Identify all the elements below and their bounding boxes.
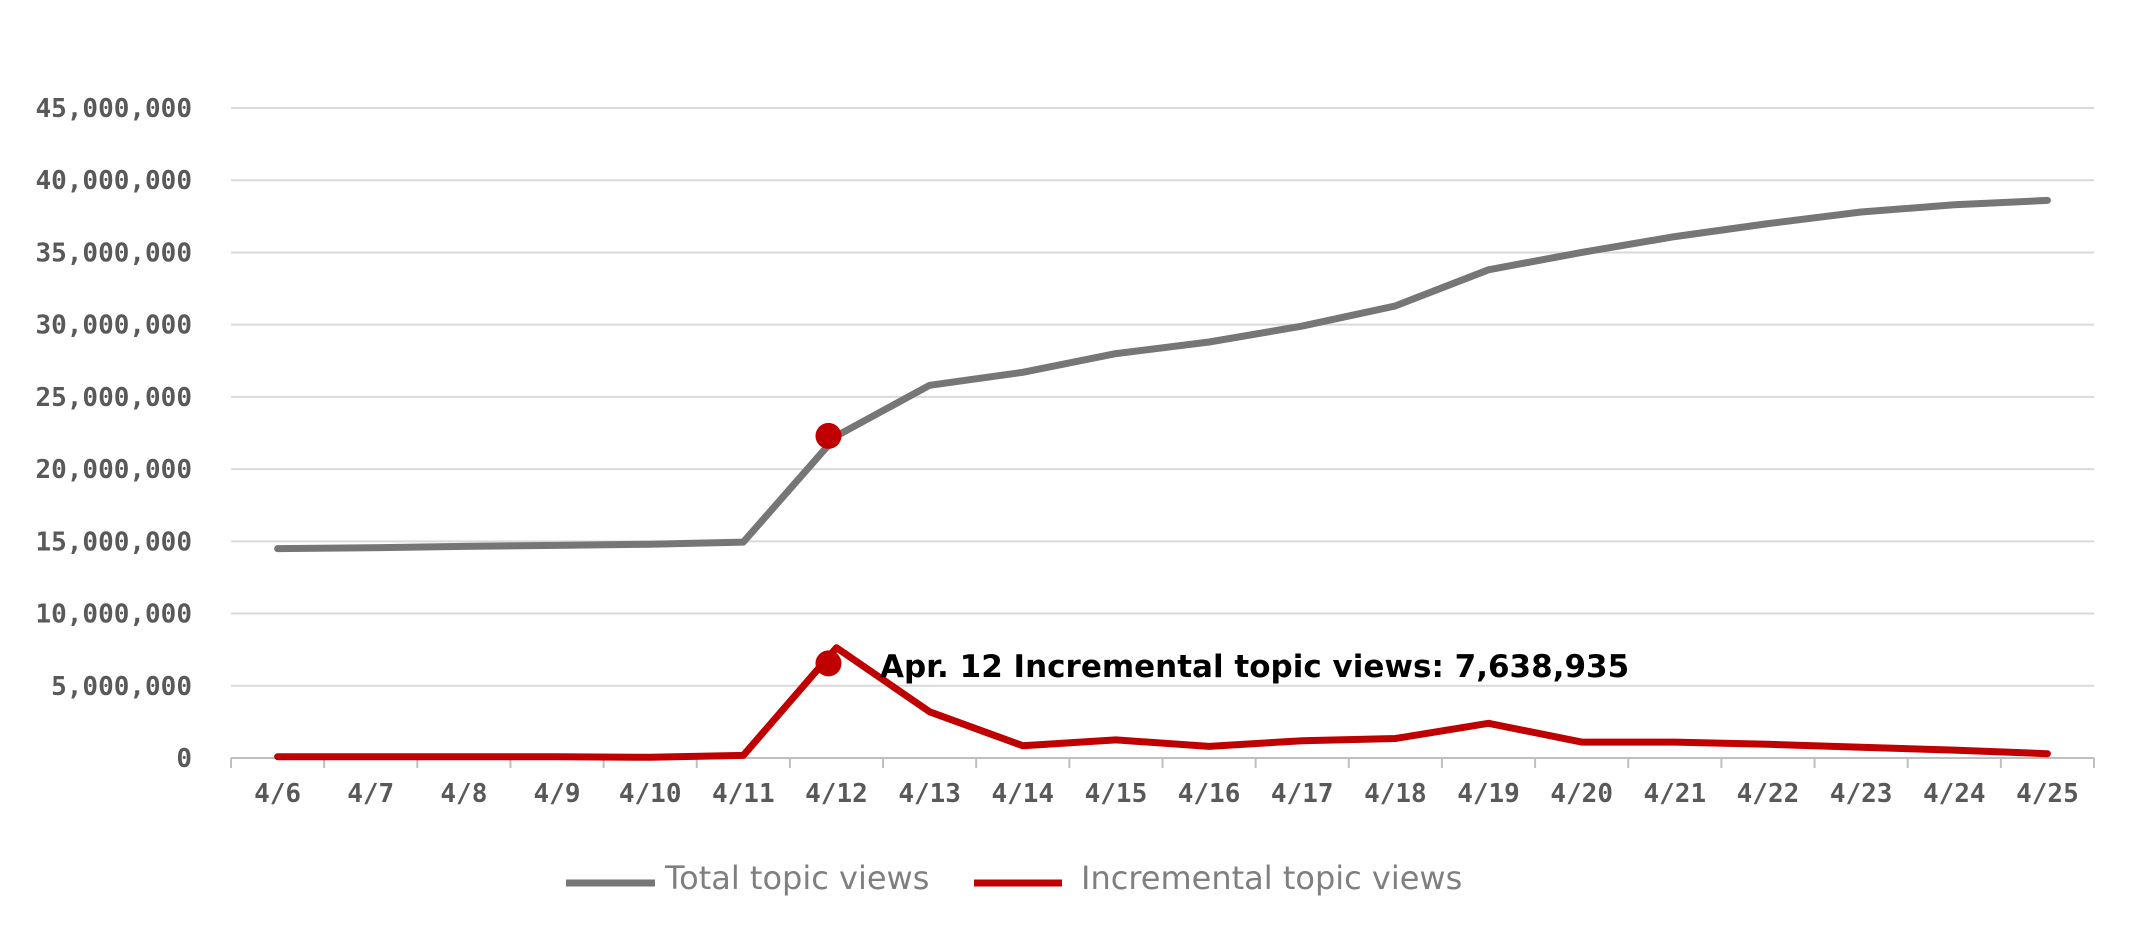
series-line-total xyxy=(274,196,2051,553)
x-tick-label: 4/17 xyxy=(1271,779,1334,809)
x-tick-label: 4/6 xyxy=(254,779,301,809)
y-tick-label: 15,000,000 xyxy=(35,527,192,557)
y-tick-label: 25,000,000 xyxy=(35,383,192,413)
y-axis: 0 5,000,000 10,000,000 15,000,000 20,000,000… xyxy=(35,94,192,774)
legend-label-incremental: Incremental topic views xyxy=(1081,859,1462,897)
highlight-marker-total xyxy=(815,422,842,449)
x-tick-label: 4/24 xyxy=(1923,779,1986,809)
x-tick-label: 4/19 xyxy=(1457,779,1520,809)
y-tick-label: 30,000,000 xyxy=(35,311,192,341)
x-tick-label: 4/13 xyxy=(898,779,961,809)
highlight-marker-incremental xyxy=(815,650,842,677)
x-tick-label: 4/22 xyxy=(1737,779,1800,809)
y-tick-label: 20,000,000 xyxy=(35,455,192,485)
legend-label-total: Total topic views xyxy=(664,859,929,897)
x-tick-label: 4/25 xyxy=(2016,779,2079,809)
x-tick-label: 4/8 xyxy=(440,779,487,809)
x-tick-label: 4/15 xyxy=(1085,779,1148,809)
x-tick-label: 4/10 xyxy=(619,779,682,809)
y-tick-label: 35,000,000 xyxy=(35,238,192,268)
y-tick-label: 0 xyxy=(176,744,192,774)
x-tick-label: 4/12 xyxy=(805,779,868,809)
annotation-label: Apr. 12 Incremental topic views: 7,638,9… xyxy=(880,649,1629,685)
y-tick-label: 10,000,000 xyxy=(35,600,192,630)
y-tick-label: 40,000,000 xyxy=(35,166,192,196)
y-tick-label: 45,000,000 xyxy=(35,94,192,124)
x-tick-label: 4/16 xyxy=(1178,779,1241,809)
gridlines xyxy=(231,107,2094,687)
x-tick-label: 4/9 xyxy=(534,779,581,809)
x-tick-label: 4/11 xyxy=(712,779,775,809)
y-tick-label: 5,000,000 xyxy=(51,672,192,702)
x-axis: 4/6 4/7 4/8 4/9 4/10 4/11 4/12 4/13 4/14 4/15 4/16… xyxy=(230,757,2095,809)
x-tick-label: 4/20 xyxy=(1550,779,1613,809)
x-tick-label: 4/18 xyxy=(1364,779,1427,809)
x-tick-label: 4/14 xyxy=(991,779,1054,809)
legend: Total topic views Incremental topic view… xyxy=(566,859,1462,897)
series-lines xyxy=(274,196,2051,761)
x-tick-label: 4/21 xyxy=(1644,779,1707,809)
highlight-markers xyxy=(815,422,842,677)
x-tick-label: 4/23 xyxy=(1830,779,1893,809)
x-tick-label: 4/7 xyxy=(347,779,394,809)
series-line-incremental xyxy=(274,644,2051,761)
annotations: Apr. 12 Incremental topic views: 7,638,9… xyxy=(880,649,1629,685)
